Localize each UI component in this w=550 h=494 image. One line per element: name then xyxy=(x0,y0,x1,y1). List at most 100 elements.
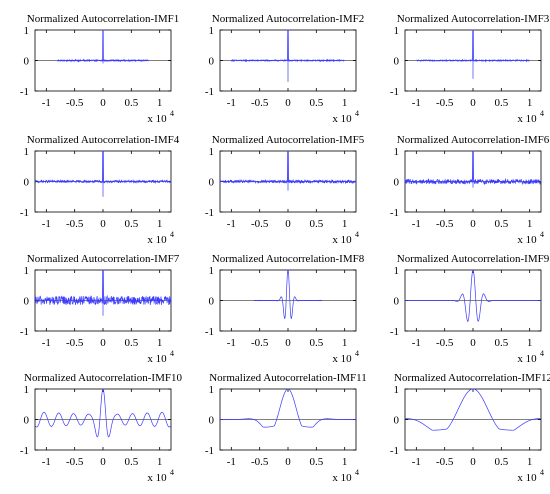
x-tick-label: -0.5 xyxy=(251,337,269,349)
x-multiplier-label: x 10 xyxy=(332,234,352,246)
y-tick-label: 1 xyxy=(209,25,215,37)
y-tick-label: 0 xyxy=(24,177,30,189)
x-tick-label: -1 xyxy=(412,337,421,349)
subplot-imf1: Normalized Autocorrelation-IMF1 -1 0 1 -1 -0.… xyxy=(20,13,179,125)
y-tick-label: 1 xyxy=(209,146,215,158)
x-tick-label: 1 xyxy=(157,337,163,349)
x-tick-label: 0 xyxy=(285,456,291,468)
y-tick-label: 0 xyxy=(209,56,215,68)
x-tick-label: -1 xyxy=(42,218,51,230)
x-tick-label: -0.5 xyxy=(251,97,269,109)
autocorrelation-line xyxy=(220,388,356,428)
y-tick-label: -1 xyxy=(20,86,29,98)
x-tick-label: 1 xyxy=(527,337,533,349)
x-multiplier-label: x 10 xyxy=(332,113,352,125)
x-tick-label: -0.5 xyxy=(436,218,454,230)
x-tick-label: -1 xyxy=(42,97,51,109)
x-tick-label: -1 xyxy=(42,337,51,349)
x-exponent-label: 4 xyxy=(170,109,174,118)
y-tick-label: 1 xyxy=(394,265,400,277)
x-exponent-label: 4 xyxy=(170,468,174,477)
subplot-imf12: Normalized Autocorrelation-IMF12 -1 0 1 -1 -0… xyxy=(390,372,550,484)
x-tick-label: 1 xyxy=(342,337,348,349)
x-multiplier-label: x 10 xyxy=(147,234,167,246)
y-tick-label: 0 xyxy=(24,296,30,308)
x-multiplier-label: x 10 xyxy=(517,472,537,484)
y-tick-label: -1 xyxy=(20,207,29,219)
y-tick-label: 1 xyxy=(209,384,215,396)
x-tick-label: -1 xyxy=(412,97,421,109)
y-tick-label: -1 xyxy=(205,445,214,457)
subplot-imf9: Normalized Autocorrelation-IMF9 -1 0 1 -1 -0.… xyxy=(390,253,550,365)
x-exponent-label: 4 xyxy=(540,109,544,118)
x-multiplier-label: x 10 xyxy=(147,113,167,125)
x-tick-label: -0.5 xyxy=(66,218,84,230)
subplot-title: Normalized Autocorrelation-IMF12 xyxy=(394,372,550,384)
x-multiplier-label: x 10 xyxy=(332,472,352,484)
x-tick-label: 1 xyxy=(342,456,348,468)
y-tick-label: 0 xyxy=(394,56,400,68)
x-tick-label: 0.5 xyxy=(494,337,508,349)
x-tick-label: -0.5 xyxy=(66,97,84,109)
x-exponent-label: 4 xyxy=(355,109,359,118)
subplot-title: Normalized Autocorrelation-IMF2 xyxy=(212,13,364,25)
subplot-title: Normalized Autocorrelation-IMF7 xyxy=(27,253,180,265)
x-multiplier-label: x 10 xyxy=(517,113,537,125)
x-tick-label: -0.5 xyxy=(66,456,84,468)
x-tick-label: -1 xyxy=(412,218,421,230)
autocorrelation-line xyxy=(404,269,542,323)
x-tick-label: 0 xyxy=(470,337,476,349)
y-tick-label: 1 xyxy=(209,265,215,277)
x-tick-label: -1 xyxy=(42,456,51,468)
subplot-title: Normalized Autocorrelation-IMF8 xyxy=(212,253,365,265)
x-tick-label: 0 xyxy=(285,337,291,349)
x-tick-label: 0.5 xyxy=(309,456,323,468)
x-multiplier-label: x 10 xyxy=(517,234,537,246)
subplot-title: Normalized Autocorrelation-IMF11 xyxy=(209,372,367,384)
subplot-imf5: Normalized Autocorrelation-IMF5 -1 0 1 -1 -0.… xyxy=(205,134,365,246)
subplot-title: Normalized Autocorrelation-IMF1 xyxy=(27,13,179,25)
x-tick-label: -0.5 xyxy=(251,456,269,468)
x-tick-label: -0.5 xyxy=(436,97,454,109)
subplot-imf11: Normalized Autocorrelation-IMF11 -1 0 1 -1 -0… xyxy=(205,372,367,484)
x-multiplier-label: x 10 xyxy=(147,472,167,484)
x-tick-label: 0.5 xyxy=(309,218,323,230)
x-tick-label: 0 xyxy=(100,456,106,468)
y-tick-label: -1 xyxy=(390,445,399,457)
x-multiplier-label: x 10 xyxy=(332,353,352,365)
subplot-title: Normalized Autocorrelation-IMF9 xyxy=(397,253,550,265)
x-tick-label: -1 xyxy=(227,456,236,468)
y-tick-label: 1 xyxy=(24,265,30,277)
x-tick-label: 0.5 xyxy=(494,218,508,230)
autocorrelation-line xyxy=(253,269,323,320)
x-tick-label: -0.5 xyxy=(436,337,454,349)
y-tick-label: -1 xyxy=(20,326,29,338)
y-tick-label: -1 xyxy=(390,326,399,338)
x-tick-label: 0 xyxy=(100,337,106,349)
subplot-title: Normalized Autocorrelation-IMF5 xyxy=(212,134,365,146)
x-tick-label: 1 xyxy=(527,456,533,468)
subplot-title: Normalized Autocorrelation-IMF6 xyxy=(397,134,550,146)
x-tick-label: 0 xyxy=(285,97,291,109)
x-tick-label: 1 xyxy=(342,97,348,109)
x-exponent-label: 4 xyxy=(355,230,359,239)
x-tick-label: 1 xyxy=(157,97,163,109)
x-tick-label: 1 xyxy=(157,456,163,468)
y-tick-label: -1 xyxy=(390,207,399,219)
x-exponent-label: 4 xyxy=(355,349,359,358)
x-tick-label: -1 xyxy=(227,218,236,230)
x-multiplier-label: x 10 xyxy=(147,353,167,365)
x-tick-label: 0.5 xyxy=(494,97,508,109)
y-tick-label: -1 xyxy=(205,326,214,338)
subplot-imf8: Normalized Autocorrelation-IMF8 -1 0 1 -1 -0.… xyxy=(205,253,365,365)
y-tick-label: 1 xyxy=(24,146,30,158)
x-tick-label: -1 xyxy=(412,456,421,468)
y-tick-label: -1 xyxy=(390,86,399,98)
autocorrelation-line xyxy=(404,388,542,431)
x-tick-label: 0.5 xyxy=(124,97,138,109)
x-tick-label: 1 xyxy=(527,218,533,230)
x-tick-label: 0 xyxy=(470,97,476,109)
subplot-title: Normalized Autocorrelation-IMF10 xyxy=(24,372,182,384)
x-tick-label: 0 xyxy=(470,456,476,468)
